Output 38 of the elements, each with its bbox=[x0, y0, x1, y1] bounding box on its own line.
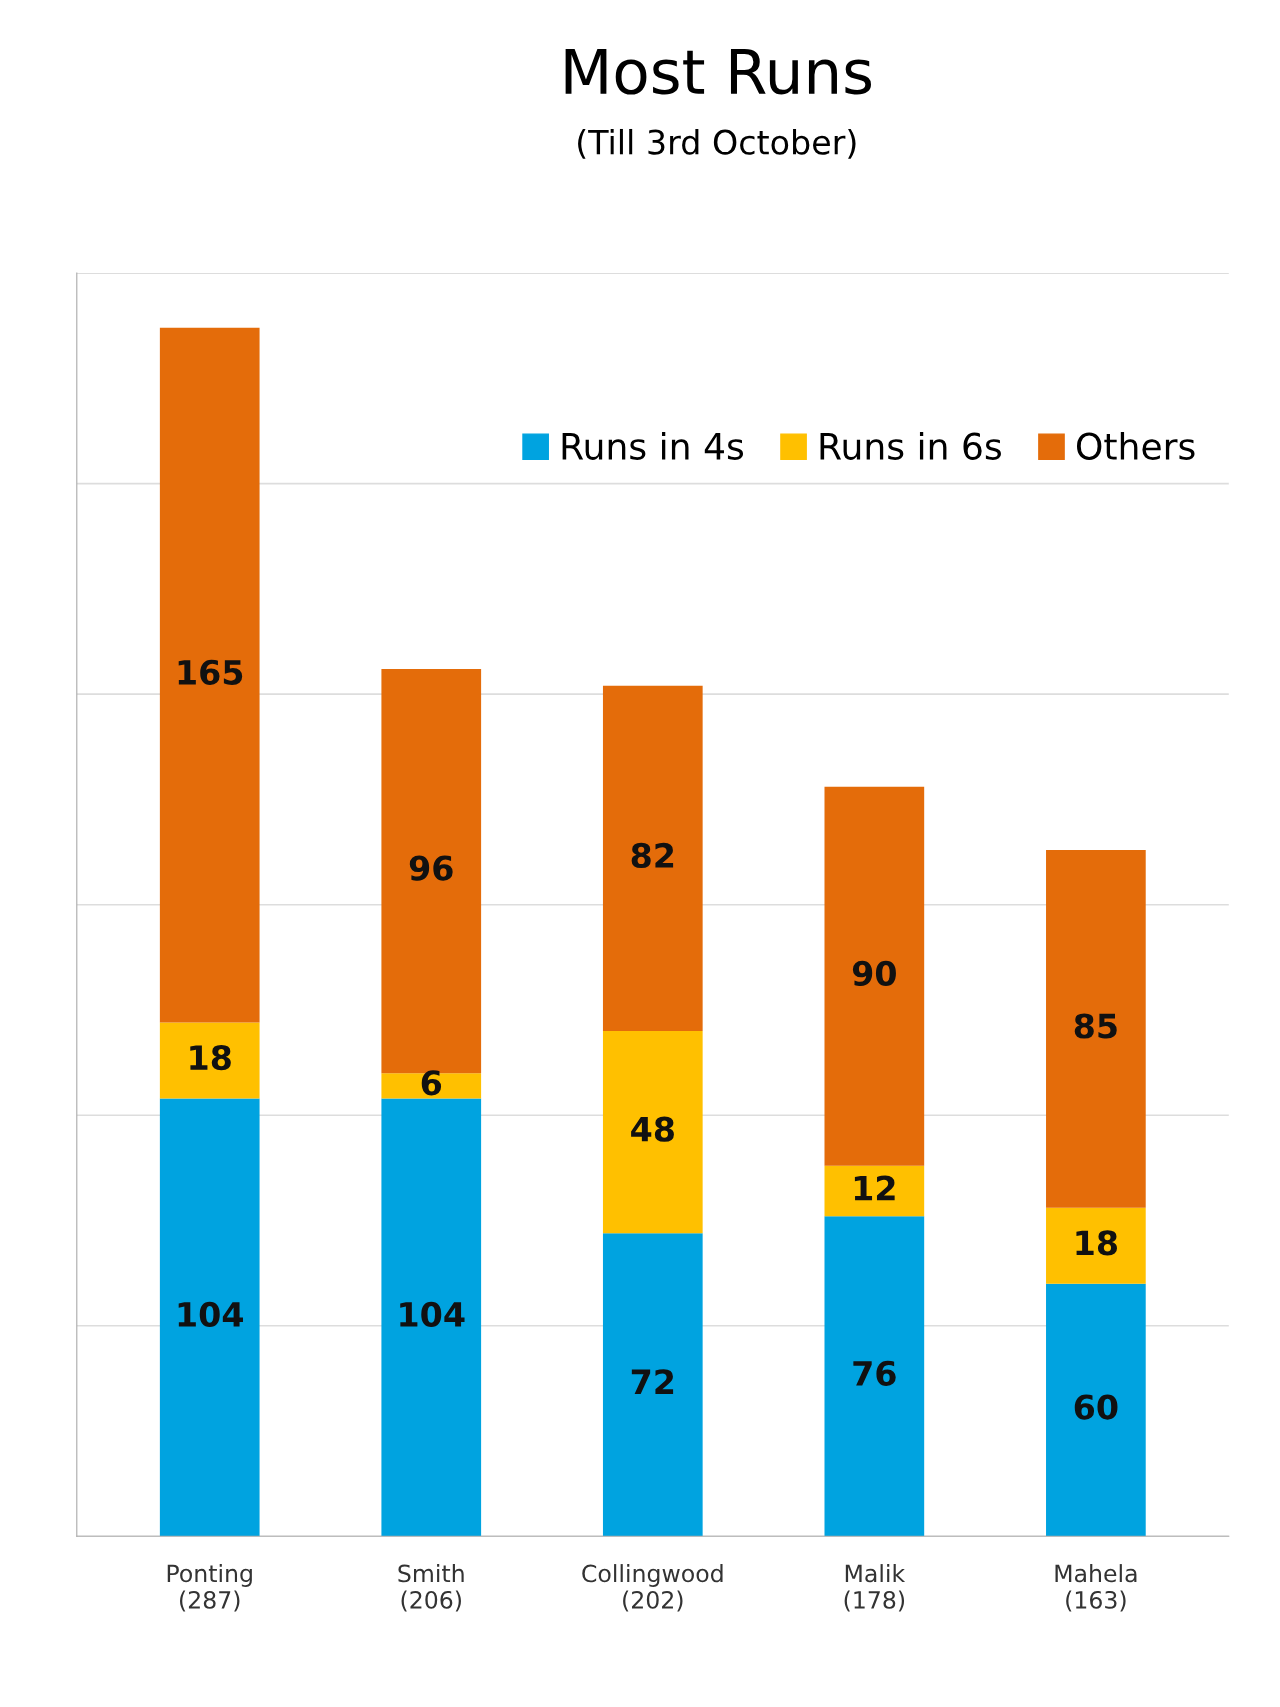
data-label: 72 bbox=[631, 1369, 674, 1394]
bar bbox=[824, 786, 925, 1166]
bar bbox=[1046, 1283, 1146, 1537]
bar bbox=[602, 1031, 703, 1234]
data-label: 165 bbox=[178, 659, 243, 685]
bar bbox=[159, 1022, 260, 1099]
bar bbox=[602, 1233, 703, 1537]
data-label: 85 bbox=[1074, 1013, 1117, 1039]
bar bbox=[381, 1098, 482, 1537]
data-label: 48 bbox=[631, 1116, 674, 1142]
bar bbox=[824, 1165, 925, 1217]
bar bbox=[159, 327, 260, 1023]
x-tick-label: Smith (206) bbox=[398, 1564, 464, 1612]
bar bbox=[1046, 1207, 1146, 1284]
data-label: 90 bbox=[852, 960, 896, 986]
data-label: 104 bbox=[178, 1301, 243, 1328]
data-label: 60 bbox=[1074, 1394, 1118, 1420]
data-label: 82 bbox=[631, 842, 674, 869]
bar bbox=[1046, 849, 1146, 1208]
legend-label: Others bbox=[1076, 431, 1195, 460]
data-label: 104 bbox=[400, 1301, 465, 1328]
data-label: 76 bbox=[853, 1360, 896, 1386]
chart-title: Most Runs bbox=[565, 49, 871, 95]
data-label: 18 bbox=[1076, 1230, 1117, 1256]
x-tick-label: Malik (178) bbox=[844, 1564, 906, 1612]
bar bbox=[824, 1216, 925, 1537]
bar bbox=[159, 1098, 260, 1537]
data-label: 96 bbox=[409, 855, 453, 881]
x-tick-label: Collingwood (202) bbox=[582, 1564, 723, 1612]
data-label: 18 bbox=[190, 1044, 231, 1071]
x-tick-label: Mahela (163) bbox=[1055, 1564, 1137, 1612]
data-label: 12 bbox=[854, 1175, 895, 1201]
bar bbox=[602, 685, 703, 1032]
legend-label: Runs in 6s bbox=[820, 431, 1001, 460]
chart-subtitle: (Till 3rd October) bbox=[578, 128, 856, 159]
data-label: 6 bbox=[421, 1070, 442, 1096]
x-tick-label: Ponting (287) bbox=[167, 1564, 252, 1612]
legend-label: Runs in 4s bbox=[562, 431, 744, 460]
